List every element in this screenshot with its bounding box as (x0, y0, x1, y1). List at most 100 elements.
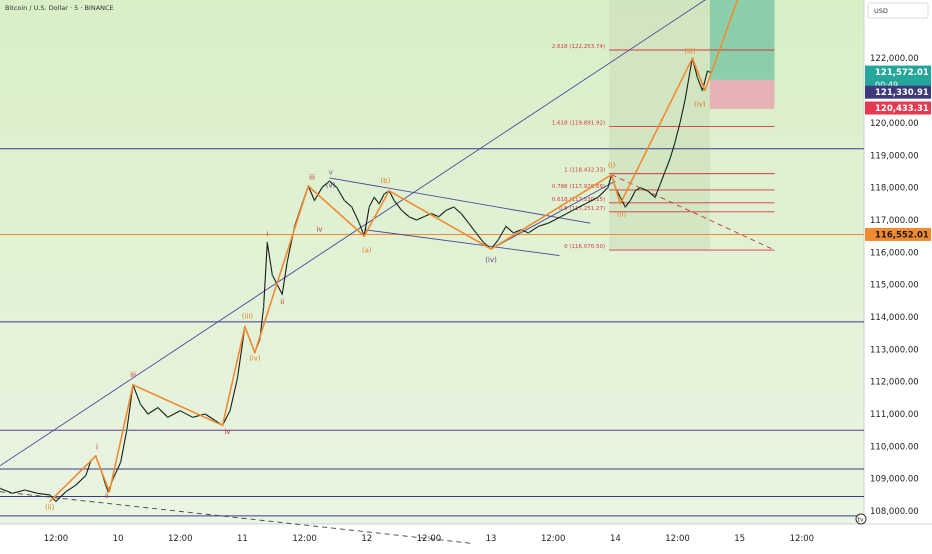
time-tick-label: 15 (734, 534, 745, 544)
price-point (119, 461, 122, 464)
price-point (191, 416, 194, 419)
price-point (286, 261, 289, 263)
wave-label: v (329, 169, 333, 177)
tradingview-logo-icon[interactable]: tv (855, 513, 867, 525)
price-point (236, 377, 239, 380)
price-point (460, 212, 463, 215)
price-point (48, 493, 51, 496)
fib-level-label: 1.618 (119,891.92) (552, 120, 605, 126)
price-point (669, 157, 671, 160)
wave-label: (b) (380, 177, 390, 185)
fib-level-label: 2.618 (122,253.74) (552, 44, 605, 50)
wave-label: i (96, 444, 98, 452)
time-tick-label: 14 (610, 534, 621, 544)
time-tick-label: 12:00 (44, 534, 69, 544)
price-point (445, 209, 448, 212)
wave-label: ii (280, 298, 284, 306)
price-point (328, 180, 331, 183)
price-badge (865, 227, 931, 241)
price-point (229, 409, 231, 412)
wave-label: (iv) (694, 101, 706, 109)
price-point (262, 306, 265, 309)
price-point (393, 199, 395, 202)
dashed-trend-line (0, 491, 473, 544)
price-point (415, 219, 418, 221)
time-tick-label: 12:00 (665, 534, 690, 544)
price-tick-label: 117,000.00 (870, 216, 919, 226)
price-point (343, 199, 346, 202)
price-point (11, 492, 14, 495)
fib-level-label: 0.5 (117,251.27) (559, 206, 605, 212)
price-badge-value: 121,330.91 (875, 88, 929, 98)
price-point (505, 225, 507, 228)
price-point (452, 206, 455, 208)
price-badge-value: 120,433.31 (875, 104, 929, 114)
price-tick-label: 111,000.00 (870, 410, 919, 420)
price-tick-label: 112,000.00 (870, 378, 919, 388)
fib-level-label: 1 (118,432.33) (564, 168, 605, 174)
price-tick-label: 109,000.00 (870, 475, 919, 485)
price-point (527, 231, 530, 234)
price-point (634, 189, 637, 192)
currency-selector[interactable] (867, 2, 929, 19)
time-tick-label: 12:00 (417, 534, 442, 544)
price-point (467, 222, 470, 225)
price-point (139, 403, 142, 406)
price-point (64, 490, 67, 493)
price-point (204, 413, 207, 415)
time-tick-label: 11 (237, 534, 248, 544)
svg-text:tv: tv (858, 517, 864, 524)
dashed-trend-line (611, 174, 775, 251)
wave-label: (iii) (242, 313, 254, 321)
wave-label: (iv) (485, 256, 497, 264)
time-tick-label: 10 (113, 534, 124, 544)
target-profit-zone (709, 0, 775, 80)
price-point (408, 215, 410, 218)
price-point (475, 231, 478, 234)
price-point (378, 202, 381, 205)
wave-label: (a) (362, 246, 372, 254)
price-point (36, 492, 39, 495)
wave-label: (iii) (684, 47, 696, 55)
wave-label: iv (316, 225, 322, 233)
fib-level-label: 0.786 (117,926.69) (552, 184, 605, 190)
wave-label: (iv) (249, 355, 261, 363)
price-badge (865, 101, 931, 115)
price-point (437, 215, 440, 218)
price-point (624, 206, 627, 208)
price-point (271, 274, 274, 276)
currency-label: USD (874, 7, 888, 15)
price-point (368, 206, 371, 208)
wave-label: iii (309, 174, 315, 182)
price-point (482, 241, 485, 244)
wave-label: (ii) (617, 211, 627, 219)
price-point (179, 409, 182, 412)
price-point (689, 70, 691, 73)
price-point (497, 238, 500, 241)
wave-label: iv (224, 428, 230, 436)
price-point (664, 170, 666, 173)
price-tick-label: 114,000.00 (870, 313, 919, 323)
price-point (572, 209, 574, 212)
trend-channel-line (364, 229, 560, 256)
price-point (696, 76, 699, 79)
time-tick-label: 12:00 (292, 534, 317, 544)
price-point (512, 231, 515, 234)
wave-label: i (266, 230, 268, 238)
price-point (266, 241, 269, 244)
price-point (639, 186, 642, 189)
price-tick-label: 120,000.00 (870, 119, 919, 129)
time-tick-label: 12:00 (168, 534, 193, 544)
price-tick-label: 113,000.00 (870, 345, 919, 355)
price-point (156, 406, 159, 409)
symbol-title: Bitcoin / U.S. Dollar · 5 · BINANCE (5, 4, 114, 12)
wave-label: (v) (326, 182, 336, 190)
price-tick-label: 119,000.00 (870, 151, 919, 161)
price-tick-label: 122,000.00 (870, 54, 919, 64)
wave-label: ii (105, 492, 109, 500)
price-tick-label: 110,000.00 (870, 442, 919, 452)
price-point (607, 186, 609, 189)
price-point (684, 99, 686, 102)
